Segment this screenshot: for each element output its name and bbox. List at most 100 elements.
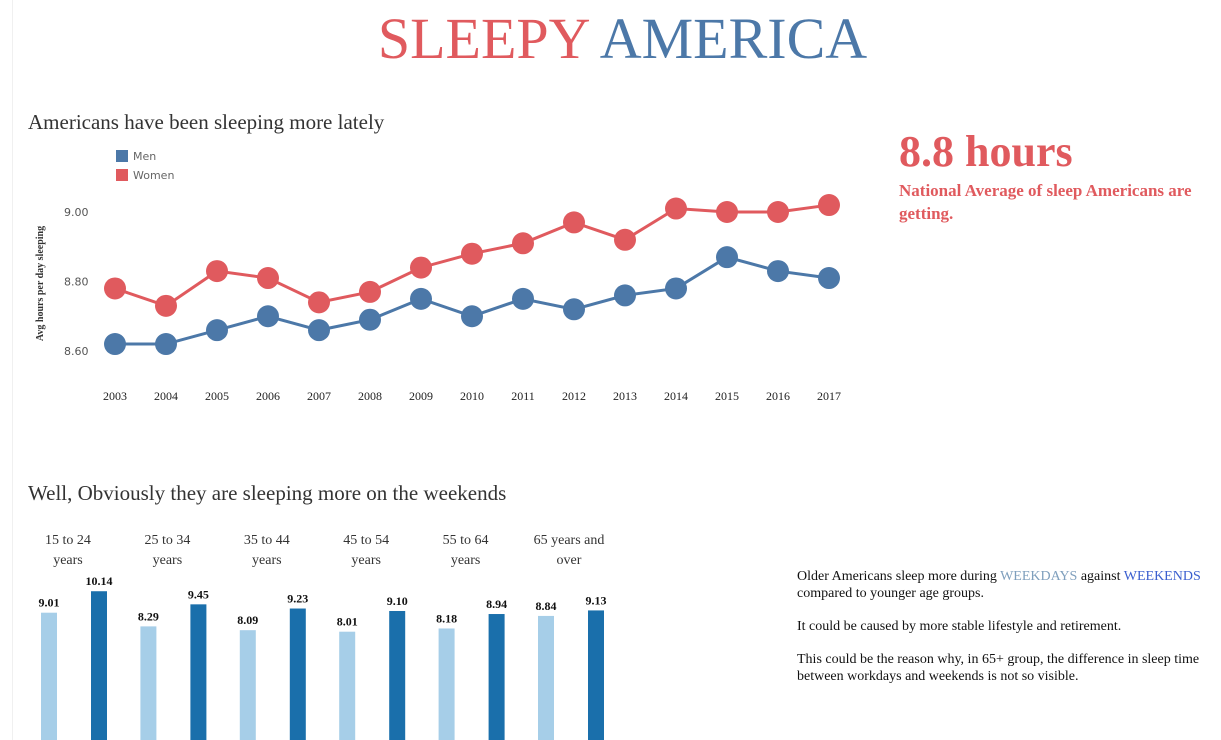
category-label: 35 to 44 — [244, 533, 290, 548]
data-point-women-2014 — [665, 197, 687, 220]
x-tick-label: 2017 — [817, 389, 841, 403]
x-tick-label: 2009 — [409, 389, 433, 403]
data-point-women-2016 — [767, 201, 789, 223]
bar-weekends — [289, 608, 306, 740]
category-label: years — [451, 553, 481, 568]
note-paragraph-3: This could be the reason why, in 65+ gro… — [797, 652, 1200, 684]
bar-value-label: 8.18 — [436, 611, 457, 625]
x-tick-label: 2007 — [307, 389, 331, 403]
bar-value-label: 9.13 — [586, 593, 607, 607]
data-point-men-2006 — [257, 305, 279, 328]
note-weekends-term: WEEKENDS — [1123, 569, 1201, 584]
data-point-women-2012 — [563, 211, 585, 234]
data-point-women-2013 — [614, 228, 636, 251]
data-point-women-2010 — [461, 242, 483, 265]
data-point-men-2017 — [818, 267, 840, 290]
data-point-women-2017 — [818, 194, 840, 217]
data-point-men-2011 — [512, 287, 534, 310]
data-point-women-2004 — [155, 294, 177, 317]
page-side-rule — [12, 0, 13, 740]
national-average-caption: National Average of sleep Americans are … — [899, 181, 1192, 223]
data-point-men-2015 — [716, 246, 738, 269]
category-label: years — [252, 553, 282, 568]
x-tick-label: 2013 — [613, 389, 637, 403]
bar-value-label: 10.14 — [86, 574, 113, 588]
category-label: 45 to 54 — [343, 533, 389, 548]
category-label: years — [53, 553, 83, 568]
x-tick-label: 2004 — [154, 389, 178, 403]
bar-chart: 15 to 24 years 25 to 34 years 35 to 44 years 4… — [39, 533, 607, 740]
bar-weekends — [488, 614, 505, 740]
x-tick-label: 2012 — [562, 389, 586, 403]
bar-value-label: 8.01 — [337, 615, 358, 629]
data-point-women-2015 — [716, 201, 738, 223]
note-1-text-a: Older Americans sleep more during — [797, 569, 997, 584]
bar-weekends — [91, 591, 107, 740]
bar-weekdays — [538, 615, 554, 740]
bar-value-label: 9.10 — [387, 594, 408, 608]
bar-value-label: 8.09 — [237, 613, 258, 627]
bar-weekends — [389, 610, 406, 740]
data-point-women-2003 — [104, 277, 126, 300]
bar-value-label: 9.23 — [287, 592, 308, 606]
legend-swatch-men — [116, 150, 128, 162]
x-tick-label: 2008 — [358, 389, 382, 403]
note-1-text-b: against — [1080, 569, 1121, 584]
bar-chart-heading: Well, Obviously they are sleeping more o… — [28, 481, 507, 505]
bar-value-label: 8.94 — [486, 597, 507, 611]
category-label: over — [557, 553, 582, 568]
bar-value-label: 8.29 — [138, 609, 159, 623]
data-point-women-2008 — [359, 280, 381, 303]
data-point-men-2016 — [767, 260, 789, 283]
category-label: 15 to 24 — [45, 533, 91, 548]
x-tick-label: 2006 — [256, 389, 280, 403]
note-paragraph-1: Older Americans sleep more during WEEKDA… — [797, 568, 1217, 602]
y-axis-label: Avg hours per day sleeping — [35, 226, 46, 341]
bar-value-label: 9.01 — [39, 596, 60, 610]
data-point-women-2011 — [512, 232, 534, 255]
bar-weekends — [588, 610, 604, 740]
national-average-value: 8.8 hours — [899, 127, 1073, 176]
data-point-men-2008 — [359, 308, 381, 331]
data-point-women-2005 — [206, 260, 228, 283]
x-tick-label: 2015 — [715, 389, 739, 403]
y-tick-label: 9.00 — [64, 206, 89, 219]
page-title: SLEEPY AMERICA — [0, 4, 1221, 74]
bar-weekdays — [140, 626, 157, 740]
data-point-men-2009 — [410, 287, 432, 310]
data-point-men-2010 — [461, 305, 483, 328]
x-tick-label: 2016 — [766, 389, 790, 403]
data-point-men-2005 — [206, 319, 228, 342]
data-point-men-2004 — [155, 333, 177, 356]
legend-swatch-women — [116, 169, 128, 181]
y-tick-label: 8.60 — [64, 345, 89, 358]
data-point-men-2003 — [104, 333, 126, 356]
x-tick-label: 2010 — [460, 389, 484, 403]
bar-value-label: 8.84 — [536, 599, 557, 613]
title-america: AMERICA — [599, 6, 868, 71]
data-point-women-2006 — [257, 267, 279, 290]
category-label: 25 to 34 — [144, 533, 190, 548]
data-point-men-2013 — [614, 284, 636, 307]
category-label: years — [153, 553, 183, 568]
bar-weekdays — [239, 630, 256, 740]
bar-weekdays — [339, 631, 356, 740]
title-sleepy: SLEEPY — [377, 6, 589, 71]
line-chart-heading: Americans have been sleeping more lately — [28, 110, 385, 134]
bar-weekdays — [438, 628, 455, 740]
x-tick-label: 2005 — [205, 389, 229, 403]
bar-weekends — [190, 604, 207, 740]
bar-value-label: 9.45 — [188, 587, 209, 601]
note-1-text-c: compared to younger age groups. — [797, 586, 984, 601]
x-tick-label: 2014 — [664, 389, 688, 403]
legend-label-women: Women — [133, 169, 174, 182]
y-tick-label: 8.80 — [64, 276, 89, 289]
category-label: 55 to 64 — [443, 533, 489, 548]
data-point-men-2012 — [563, 298, 585, 321]
bar-weekdays — [41, 612, 57, 740]
x-tick-label: 2011 — [511, 389, 535, 403]
legend-label-men: Men — [133, 150, 156, 163]
line-chart: Men Women Avg hours per day sleeping 8.60 8.… — [35, 150, 841, 403]
data-point-women-2007 — [308, 291, 330, 314]
category-label: 65 years and — [534, 533, 605, 548]
